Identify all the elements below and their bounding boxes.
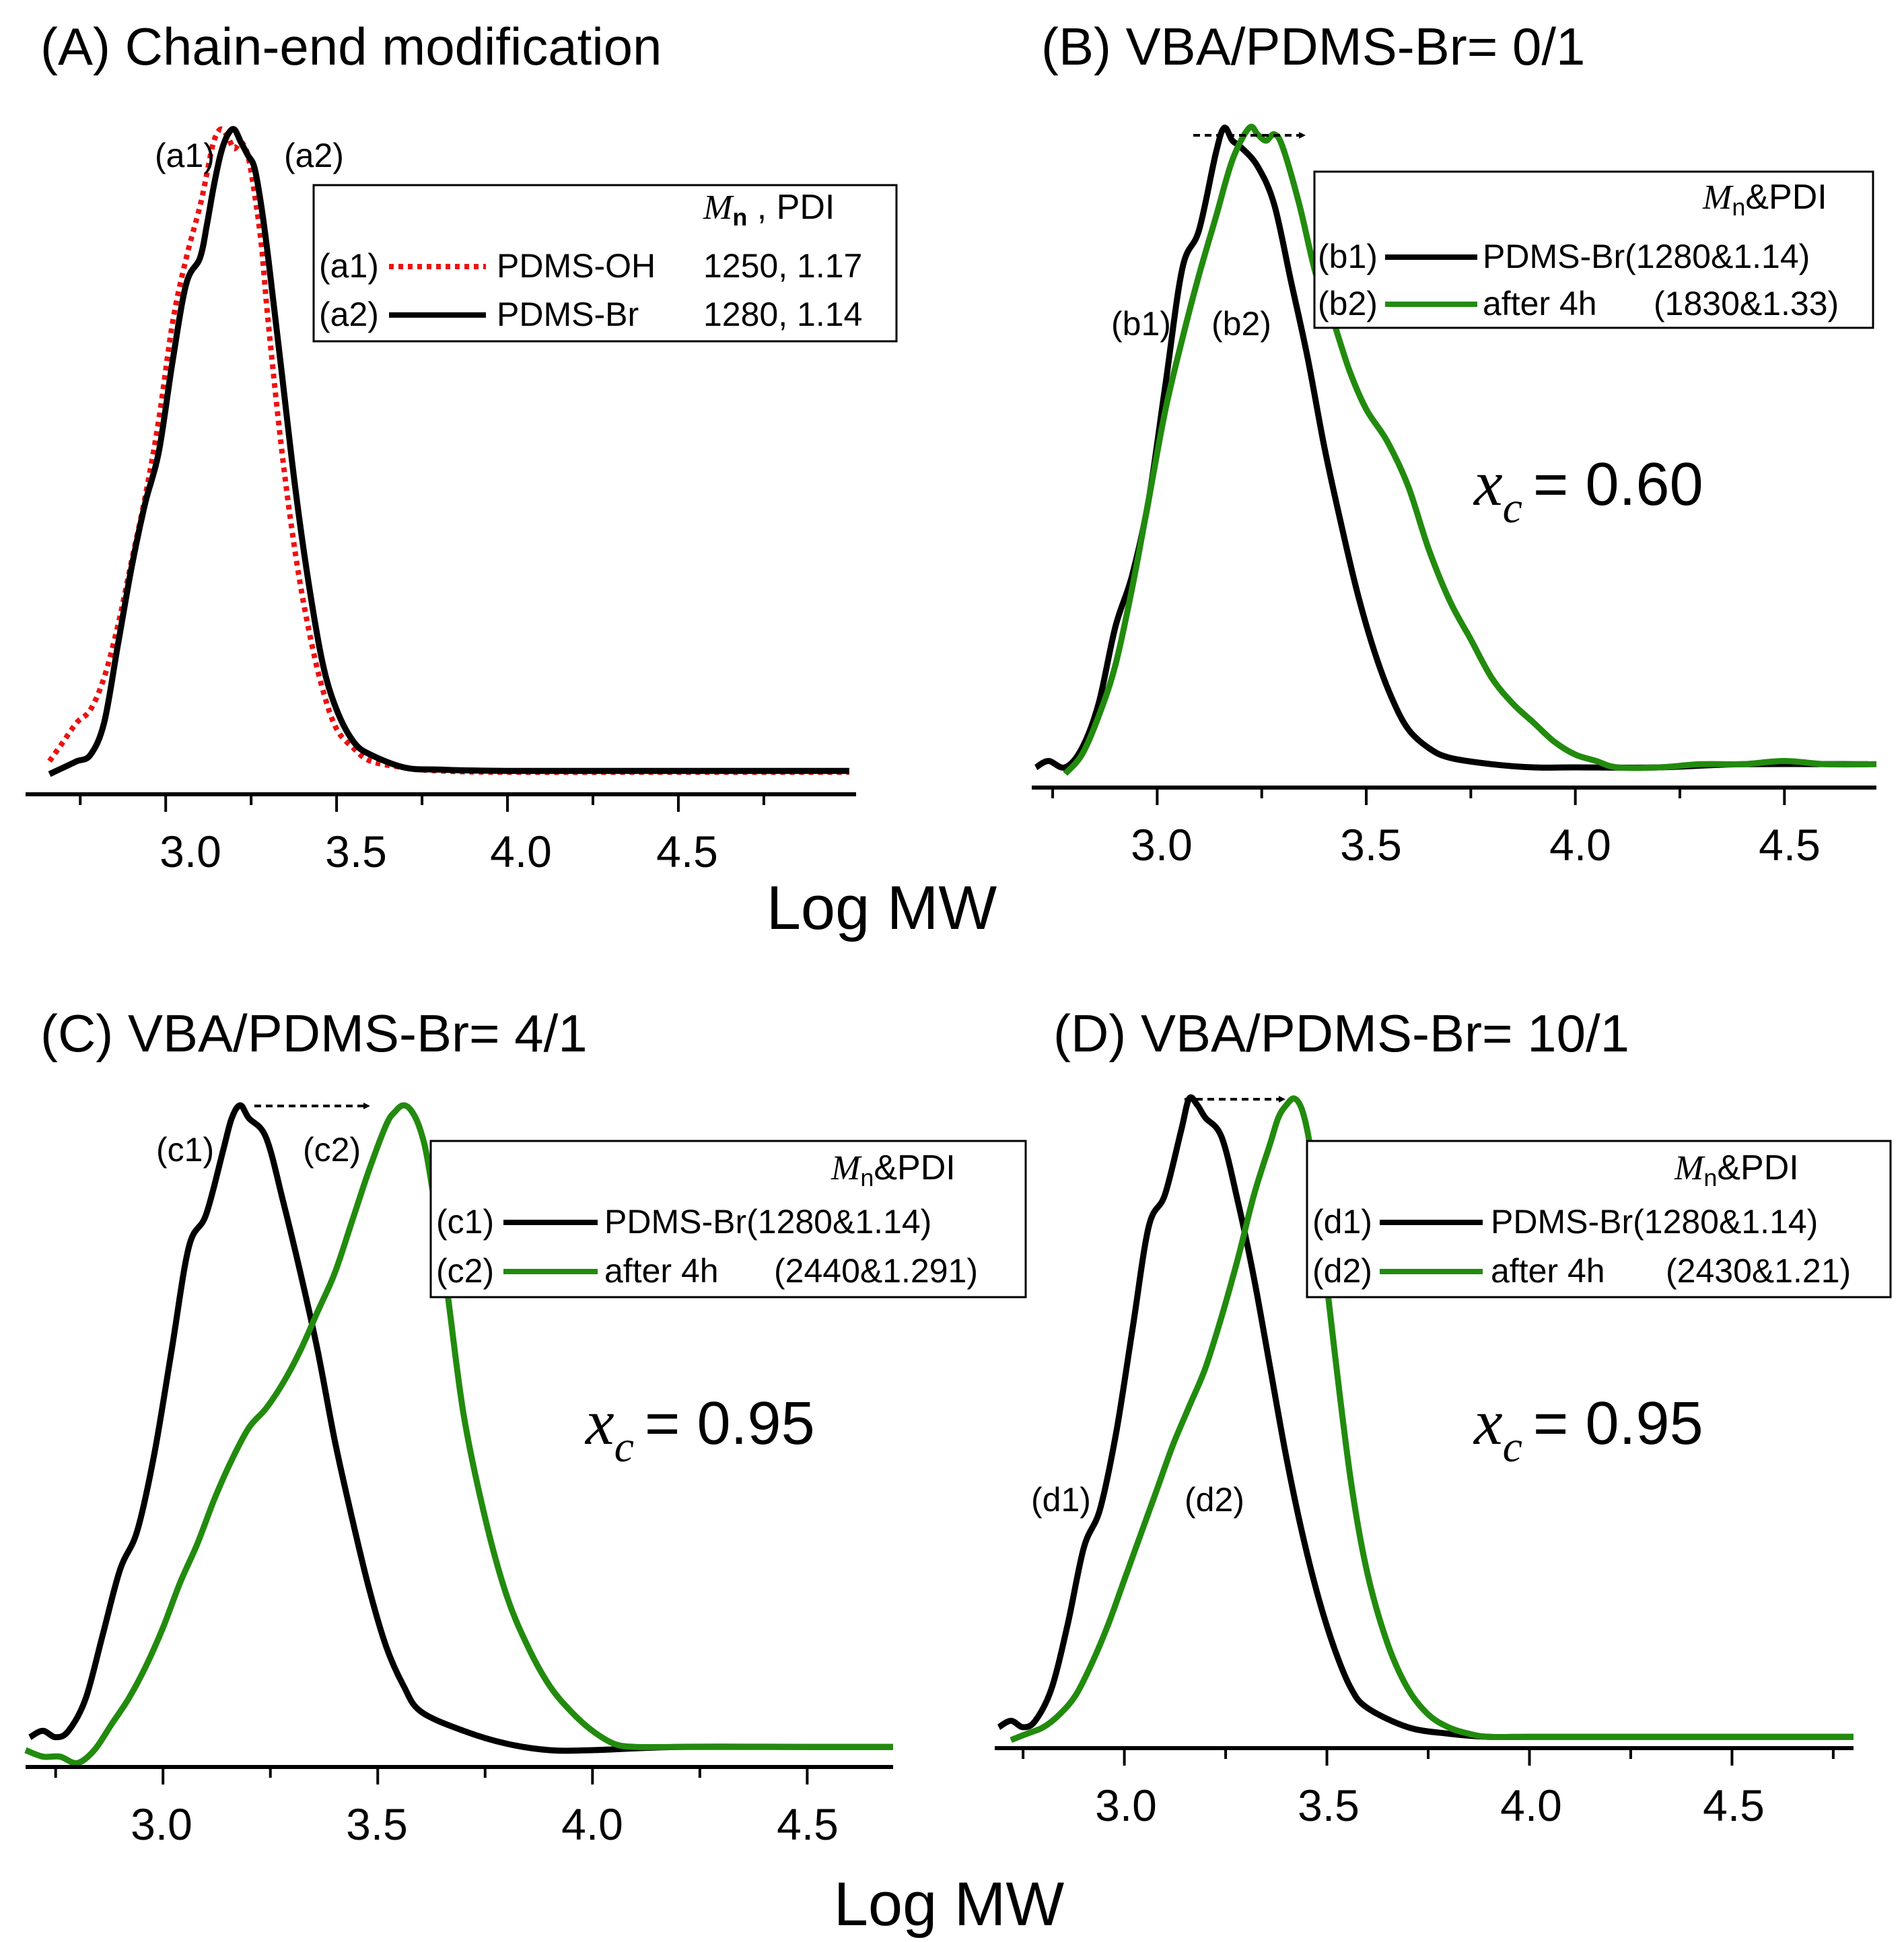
panel-c-title: (C) VBA/PDMS-Br= 4/1 bbox=[40, 1004, 588, 1063]
panel-b-tick-label: 4.5 bbox=[1759, 820, 1821, 870]
panel-b-label-b2: (b2) bbox=[1211, 305, 1271, 343]
legend-label-b2: (b2) bbox=[1318, 285, 1378, 322]
panel-a-x-axis-label: Log MW bbox=[767, 874, 997, 942]
panel-a-label-a1: (a1) bbox=[155, 137, 215, 174]
legend-label-c1: (c1) bbox=[436, 1203, 494, 1241]
panel-d-label-d1: (d1) bbox=[1031, 1481, 1091, 1519]
panel-d-conversion: xc = 0.95 bbox=[1473, 1386, 1703, 1471]
panel-d-tick-label: 3.0 bbox=[1095, 1780, 1157, 1830]
panel-d-tick-label: 4.5 bbox=[1703, 1780, 1765, 1830]
panel-d-x-axis-label: Log MW bbox=[834, 1870, 1065, 1939]
panel-c-label-c1: (c1) bbox=[156, 1131, 214, 1169]
legend-name-b2: after 4h bbox=[1483, 285, 1597, 322]
panel-c-label-c2: (c2) bbox=[303, 1131, 361, 1169]
panel-a-tick-label: 4.5 bbox=[656, 827, 718, 876]
panel-c-conversion: xc = 0.95 bbox=[584, 1386, 815, 1471]
panel-d-label-d2: (d2) bbox=[1185, 1481, 1244, 1519]
panel-c-tick-label: 4.5 bbox=[777, 1799, 839, 1849]
legend-name-d1: PDMS-Br(1280&1.14) bbox=[1491, 1203, 1818, 1241]
panel-d-legend-header: Mn&PDI bbox=[1674, 1148, 1799, 1191]
panel-a-ticks bbox=[79, 794, 765, 812]
panel-d-ticks bbox=[1022, 1748, 1835, 1766]
series-line-d1 bbox=[997, 1094, 1854, 1741]
panel-b-title: (B) VBA/PDMS-Br= 0/1 bbox=[1041, 17, 1585, 76]
legend-label-a1: (a1) bbox=[319, 247, 379, 285]
panel-b: (B) VBA/PDMS-Br= 0/1 3.0 3.5 4.0 4.5 (b1… bbox=[1032, 17, 1877, 870]
legend-label-d2: (d2) bbox=[1312, 1252, 1372, 1290]
panel-c: (C) VBA/PDMS-Br= 4/1 3.0 3.5 4.0 4.5 (c1… bbox=[24, 1004, 1027, 1849]
legend-name-c1: PDMS-Br(1280&1.14) bbox=[604, 1203, 931, 1241]
legend-name-c2: after 4h bbox=[604, 1252, 719, 1290]
panel-a-tick-label: 3.0 bbox=[160, 827, 221, 876]
panel-a-label-a2: (a2) bbox=[284, 137, 344, 174]
legend-value-a1: 1250, 1.17 bbox=[703, 247, 862, 285]
legend-name-a2: PDMS-Br bbox=[497, 296, 639, 333]
legend-label-a2: (a2) bbox=[319, 296, 379, 333]
legend-value-d2: (2430&1.21) bbox=[1666, 1252, 1851, 1290]
panel-c-legend: Mn&PDI (c1) PDMS-Br(1280&1.14) (c2) afte… bbox=[429, 1140, 1027, 1298]
panel-c-ticks bbox=[54, 1767, 809, 1784]
panel-c-tick-label: 4.0 bbox=[561, 1799, 623, 1849]
panel-d-title: (D) VBA/PDMS-Br= 10/1 bbox=[1053, 1004, 1629, 1063]
series-line-c2 bbox=[24, 1102, 893, 1766]
panel-d-series-layer bbox=[997, 1094, 1854, 1743]
panel-c-series-layer bbox=[24, 1102, 893, 1766]
panel-a-legend: Mn , PDI (a1) PDMS-OH 1250, 1.17 (a2) PD… bbox=[312, 184, 898, 343]
panel-a-tick-label: 4.0 bbox=[490, 827, 552, 876]
legend-name-b1: PDMS-Br(1280&1.14) bbox=[1483, 238, 1810, 275]
legend-value-b2: (1830&1.33) bbox=[1654, 285, 1839, 322]
panel-c-tick-label: 3.0 bbox=[131, 1799, 192, 1849]
panel-d-tick-label: 3.5 bbox=[1298, 1780, 1360, 1830]
legend-value-c2: (2440&1.291) bbox=[774, 1252, 978, 1290]
panel-b-tick-label: 3.0 bbox=[1131, 820, 1193, 870]
panel-d: (D) VBA/PDMS-Br= 10/1 3.0 3.5 4.0 4.5 Lo… bbox=[834, 1004, 1892, 1939]
series-line-c1 bbox=[28, 1102, 893, 1754]
panel-d-legend: Mn&PDI (d1) PDMS-Br(1280&1.14) (d2) afte… bbox=[1306, 1140, 1892, 1298]
panel-a-title: (A) Chain-end modification bbox=[40, 17, 662, 76]
panel-d-tick-label: 4.0 bbox=[1500, 1780, 1562, 1830]
panel-b-legend: Mn&PDI (b1) PDMS-Br(1280&1.14) (b2) afte… bbox=[1313, 170, 1874, 329]
panel-a: (A) Chain-end modification 3.0 3.5 4.0 4… bbox=[26, 17, 997, 942]
legend-value-a2: 1280, 1.14 bbox=[703, 296, 862, 333]
panel-b-tick-label: 3.5 bbox=[1340, 820, 1402, 870]
legend-label-c2: (c2) bbox=[436, 1252, 494, 1290]
panel-a-series-layer bbox=[47, 126, 849, 777]
series-line-a2 bbox=[48, 126, 849, 777]
panel-c-tick-label: 3.5 bbox=[346, 1799, 408, 1849]
panel-c-legend-header: Mn&PDI bbox=[831, 1148, 956, 1191]
panel-b-legend-header: Mn&PDI bbox=[1702, 178, 1827, 221]
panel-a-legend-header: Mn , PDI bbox=[703, 188, 835, 231]
series-line-d2 bbox=[1010, 1095, 1854, 1743]
legend-label-d1: (d1) bbox=[1312, 1203, 1372, 1241]
panel-b-ticks bbox=[1051, 788, 1786, 805]
legend-name-a1: PDMS-OH bbox=[497, 247, 656, 285]
panel-a-tick-label: 3.5 bbox=[325, 827, 387, 876]
legend-name-d2: after 4h bbox=[1491, 1252, 1605, 1290]
panel-b-label-b1: (b1) bbox=[1111, 305, 1171, 343]
panel-b-tick-label: 4.0 bbox=[1549, 820, 1611, 870]
legend-label-b1: (b1) bbox=[1318, 238, 1378, 275]
panel-b-conversion: xc = 0.60 bbox=[1473, 447, 1703, 532]
